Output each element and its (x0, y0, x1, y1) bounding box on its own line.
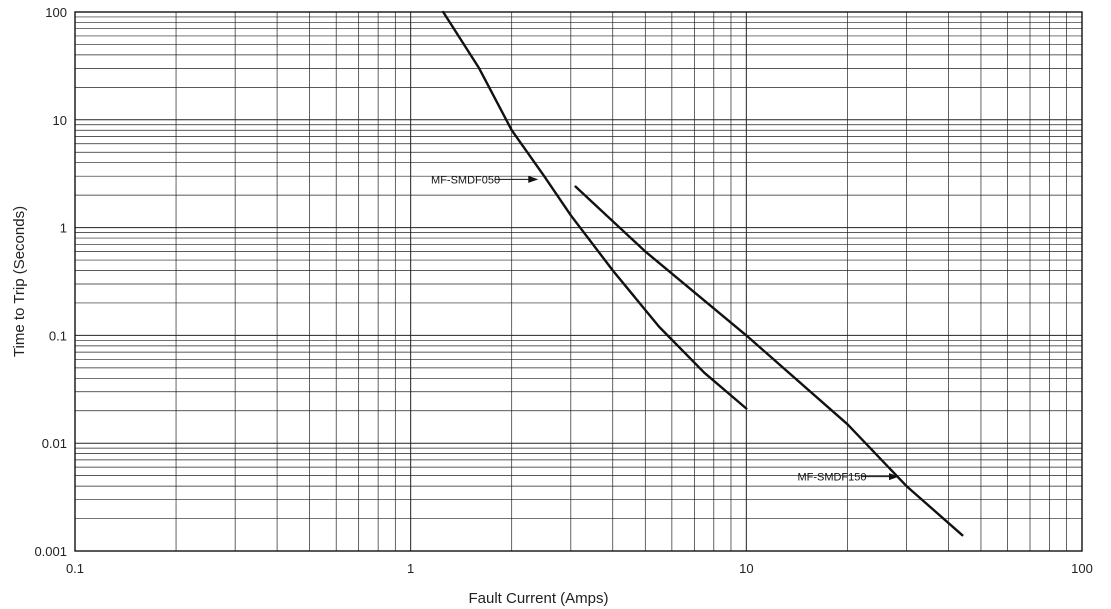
annotation-label: MF-SMDF150 (797, 472, 866, 484)
annotations: MF-SMDF050 MF-SMDF150 (431, 174, 900, 484)
x-tick-label: 0.1 (66, 561, 84, 576)
y-tick-label: 10 (53, 113, 67, 128)
x-tick-label: 1 (407, 561, 414, 576)
y-tick-label: 1 (60, 221, 67, 236)
y-tick-label: 0.1 (49, 328, 67, 343)
series-lines (442, 10, 964, 537)
y-tick-label: 0.001 (34, 544, 67, 559)
y-tick-labels: 0.001 0.01 0.1 1 10 100 (34, 5, 67, 559)
plot-frame (74, 11, 1083, 552)
annotation-arrowhead (528, 175, 539, 183)
y-tick-label: 0.01 (42, 436, 67, 451)
x-tick-labels: 0.1 1 10 100 (66, 561, 1093, 576)
y-axis-label: Time to Trip (Seconds) (11, 206, 28, 357)
grid (74, 12, 1082, 552)
annotation-arrowhead (889, 473, 900, 481)
series-line-mf-smdf150 (574, 185, 964, 537)
series-line-mf-smdf050 (442, 10, 748, 410)
y-tick-label: 100 (45, 5, 67, 20)
x-axis-label: Fault Current (Amps) (468, 590, 608, 607)
x-tick-label: 10 (739, 561, 753, 576)
annotation-label: MF-SMDF050 (431, 174, 500, 186)
x-tick-label: 100 (1071, 561, 1093, 576)
